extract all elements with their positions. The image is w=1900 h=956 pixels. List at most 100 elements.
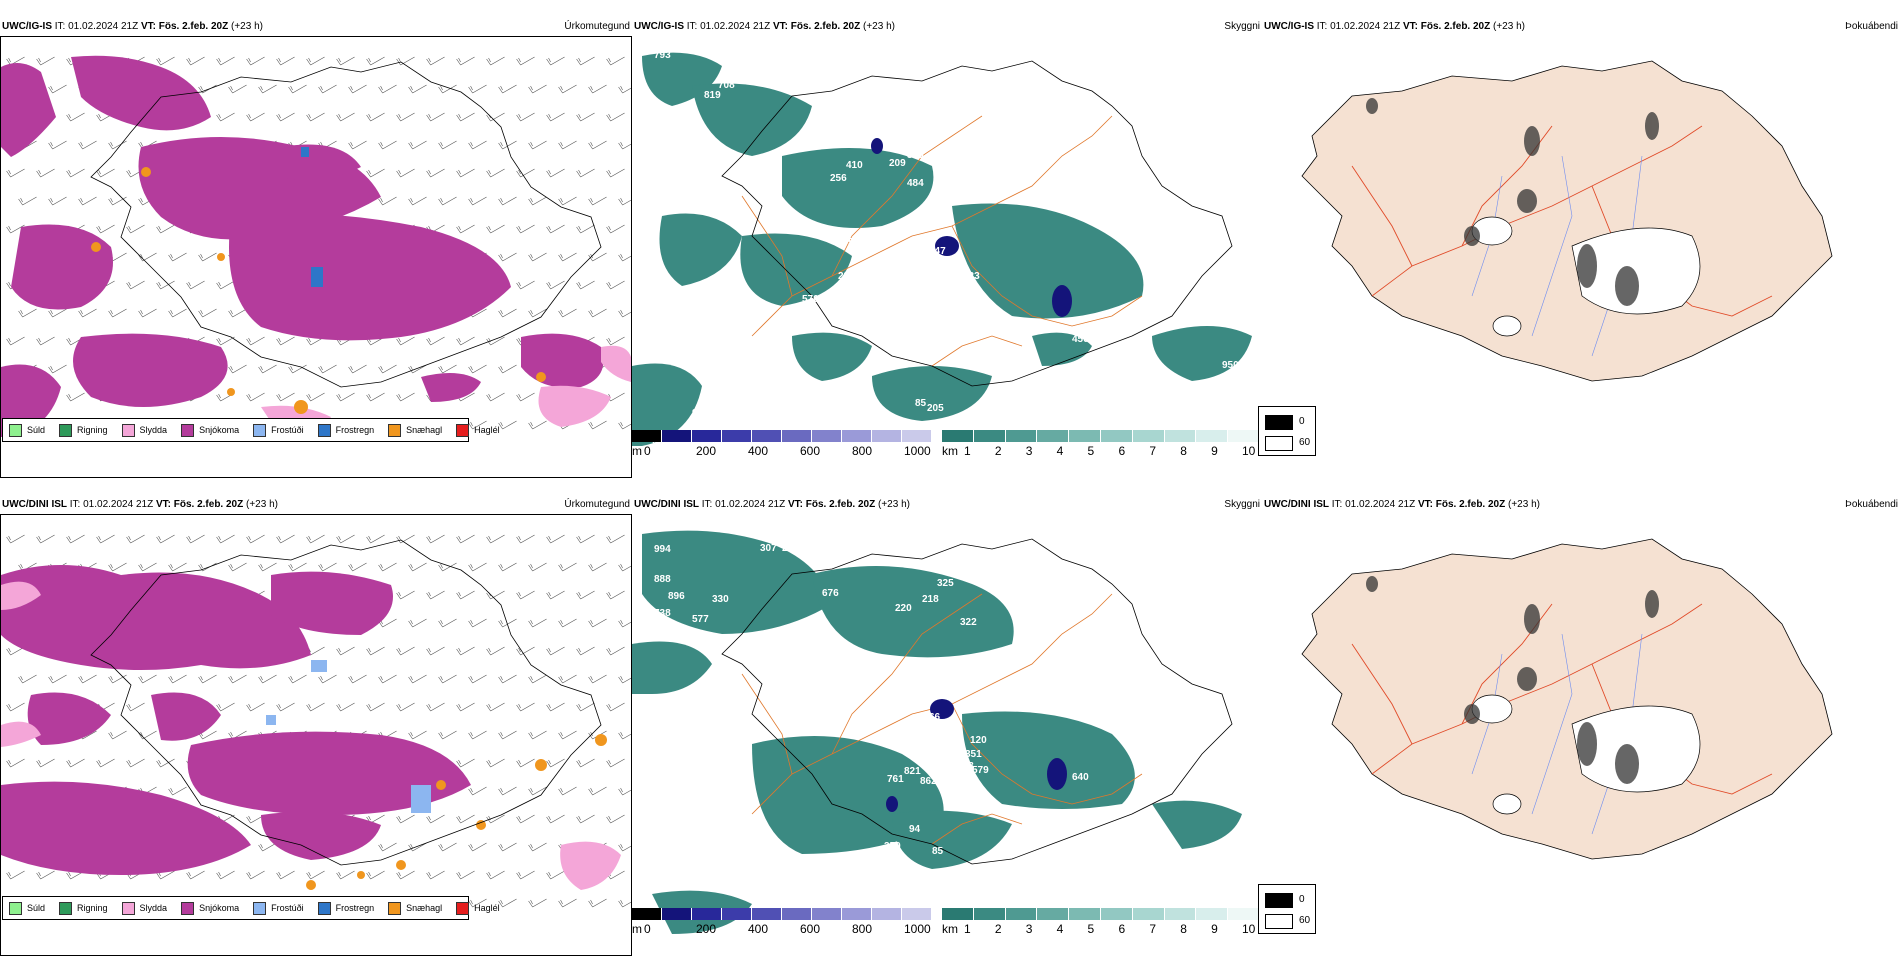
- wind-barb: [336, 392, 355, 402]
- colorbar-segment: [973, 908, 1006, 920]
- fog-roads: [1351, 125, 1773, 317]
- land: [1301, 538, 1833, 860]
- fog-legend-box: 0 60: [1258, 406, 1316, 456]
- legend-item: Slydda: [121, 901, 167, 915]
- cloud-base-label: 788: [957, 761, 974, 772]
- wind-barb: [438, 842, 457, 852]
- wind-barb: [258, 364, 277, 374]
- legend-label: Rigning: [77, 425, 108, 435]
- colorbar-segment: [662, 430, 692, 442]
- wind-barb: [546, 168, 565, 178]
- legend-swatch: [253, 901, 267, 915]
- wind-barb: [558, 140, 577, 150]
- wind-barb: [396, 168, 415, 178]
- wind-barb: [198, 308, 217, 318]
- wind-barb: [48, 364, 67, 374]
- wind-barb: [156, 280, 175, 290]
- wind-barb: [366, 392, 385, 402]
- wind-barb: [618, 309, 631, 318]
- colorbar-segment: [722, 430, 752, 442]
- wind-barb: [456, 534, 475, 544]
- cloud-base-label: 985: [982, 926, 999, 937]
- wind-barb: [546, 870, 565, 880]
- wind-barb: [366, 534, 385, 544]
- wind-barb: [96, 534, 115, 544]
- wind-barb: [396, 702, 415, 712]
- wind-barb: [138, 562, 157, 572]
- fog-map: [1301, 538, 1833, 860]
- wind-barb: [558, 562, 577, 572]
- wind-barb: [528, 196, 547, 206]
- wind-barb: [486, 112, 505, 122]
- wind-barb: [468, 84, 487, 94]
- legend-item: Slydda: [121, 423, 167, 437]
- cloud-base-label: 820: [740, 73, 757, 84]
- wind-barb: [108, 196, 127, 206]
- wind-barb: [516, 392, 535, 402]
- wind-barb: [546, 702, 565, 712]
- wind-barb: [198, 252, 217, 262]
- wind-barb: [528, 84, 547, 94]
- legend-item: Rigning: [59, 901, 108, 915]
- wind-barb: [246, 870, 265, 880]
- cloud-base-label: 579: [972, 765, 989, 776]
- low-cloud-cores: [871, 138, 1072, 317]
- wind-barb: [546, 56, 565, 66]
- wind-barb: [606, 534, 625, 544]
- cloud-base-label: 322: [960, 617, 977, 628]
- wind-barb: [66, 112, 85, 122]
- cloud-base-label: 477: [890, 123, 907, 134]
- wind-barb: [306, 534, 325, 544]
- colorbar-unit: m: [632, 444, 642, 458]
- wind-barb: [516, 814, 535, 824]
- wind-barb: [66, 168, 85, 178]
- wind-barb: [306, 56, 325, 66]
- sleet-areas: [1, 581, 621, 890]
- wind-barb: [126, 758, 145, 768]
- colorbar-segment: [752, 908, 782, 920]
- wind-barb: [228, 562, 247, 572]
- wind-barb: [276, 870, 295, 880]
- wind-barb: [546, 758, 565, 768]
- wind-barb: [426, 336, 445, 346]
- wind-barb: [408, 364, 427, 374]
- wind-barb: [138, 308, 157, 318]
- colorbar-tick: 600: [800, 922, 821, 936]
- colorbar-tick: 6: [1118, 444, 1126, 458]
- fog-indicator: [1366, 98, 1659, 306]
- wind-barb: [408, 842, 427, 852]
- wind-barb: [498, 562, 517, 572]
- cloud-base-label: 896: [668, 591, 685, 602]
- wind-barb: [126, 702, 145, 712]
- fog-indicator: [1366, 576, 1659, 784]
- wind-barb: [516, 646, 535, 656]
- fog-legend-swatch: [1265, 893, 1293, 908]
- wind-barb: [426, 168, 445, 178]
- colorbar-tick: 5: [1087, 922, 1095, 936]
- cloud-base-label: 232: [897, 271, 914, 282]
- wind-barb: [516, 590, 535, 600]
- wind-barb: [366, 168, 385, 178]
- wind-barb: [216, 280, 235, 290]
- wind-barb: [438, 140, 457, 150]
- colorbar-segment: [1132, 430, 1165, 442]
- wind-barb: [318, 674, 337, 684]
- wind-barb: [468, 674, 487, 684]
- wind-barb: [96, 758, 115, 768]
- colorbar-segment: [1005, 430, 1038, 442]
- wind-barb: [468, 786, 487, 796]
- wind-barb: [78, 140, 97, 150]
- wind-barb: [6, 224, 25, 234]
- wind-barb: [168, 674, 187, 684]
- wind-barb: [498, 842, 517, 852]
- cloud-base-label: 647: [929, 246, 946, 257]
- wind-barb: [468, 364, 487, 374]
- panel-title: UWC/IG-IS IT: 01.02.2024 21Z VT: Fös. 2.…: [1264, 21, 1525, 32]
- glaciers: [1471, 694, 1701, 815]
- colorbar-tick: 2: [994, 444, 1002, 458]
- colorbar-segment: [842, 430, 872, 442]
- cloud-base-label: 708: [718, 80, 735, 91]
- wind-barb: [498, 674, 517, 684]
